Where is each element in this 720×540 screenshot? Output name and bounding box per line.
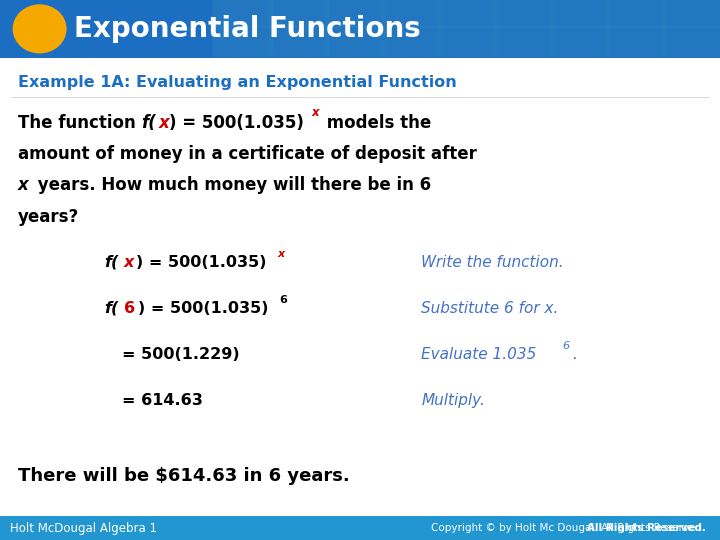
FancyBboxPatch shape <box>549 26 610 57</box>
FancyBboxPatch shape <box>381 26 441 57</box>
Text: Write the function.: Write the function. <box>421 255 564 270</box>
Text: 6: 6 <box>562 341 570 350</box>
FancyBboxPatch shape <box>662 0 720 28</box>
Text: Evaluate 1.035: Evaluate 1.035 <box>421 347 536 362</box>
Text: years. How much money will there be in 6: years. How much money will there be in 6 <box>32 176 431 194</box>
Text: All Rights Reserved.: All Rights Reserved. <box>460 523 706 533</box>
FancyBboxPatch shape <box>606 0 666 28</box>
Text: x: x <box>18 176 29 194</box>
FancyBboxPatch shape <box>269 26 329 57</box>
Text: Exponential Functions: Exponential Functions <box>74 15 421 43</box>
FancyBboxPatch shape <box>0 0 720 58</box>
FancyBboxPatch shape <box>493 26 554 57</box>
Text: ) = 500(1.035): ) = 500(1.035) <box>138 301 268 316</box>
FancyBboxPatch shape <box>493 0 554 28</box>
Text: x: x <box>158 113 169 132</box>
Text: The function: The function <box>18 113 142 132</box>
Text: Example 1A: Evaluating an Exponential Function: Example 1A: Evaluating an Exponential Fu… <box>18 75 456 90</box>
Ellipse shape <box>13 4 66 53</box>
FancyBboxPatch shape <box>437 0 498 28</box>
Text: 6: 6 <box>279 295 287 305</box>
Text: There will be $614.63 in 6 years.: There will be $614.63 in 6 years. <box>18 467 350 485</box>
FancyBboxPatch shape <box>212 26 273 57</box>
FancyBboxPatch shape <box>325 26 385 57</box>
Text: Copyright © by Holt Mc Dougal. All Rights Reserved.: Copyright © by Holt Mc Dougal. All Right… <box>431 523 706 533</box>
Text: = 614.63: = 614.63 <box>122 393 203 408</box>
FancyBboxPatch shape <box>662 26 720 57</box>
FancyBboxPatch shape <box>606 26 666 57</box>
Text: 6: 6 <box>124 301 135 316</box>
Text: ) = 500(1.035): ) = 500(1.035) <box>136 255 266 270</box>
FancyBboxPatch shape <box>381 0 441 28</box>
Text: f(: f( <box>104 255 119 270</box>
Text: amount of money in a certificate of deposit after: amount of money in a certificate of depo… <box>18 145 477 163</box>
FancyBboxPatch shape <box>269 0 329 28</box>
FancyBboxPatch shape <box>0 516 720 540</box>
Text: .: . <box>572 347 577 362</box>
Text: Multiply.: Multiply. <box>421 393 485 408</box>
Text: x: x <box>124 255 134 270</box>
FancyBboxPatch shape <box>437 26 498 57</box>
Text: years?: years? <box>18 207 79 226</box>
Text: Holt McDougal Algebra 1: Holt McDougal Algebra 1 <box>10 522 157 535</box>
Text: f(: f( <box>104 301 119 316</box>
Text: models the: models the <box>321 113 431 132</box>
Text: x: x <box>311 106 319 119</box>
FancyBboxPatch shape <box>549 0 610 28</box>
Text: Substitute 6 for x.: Substitute 6 for x. <box>421 301 559 316</box>
Text: ) = 500(1.035): ) = 500(1.035) <box>169 113 304 132</box>
Text: x: x <box>278 249 285 259</box>
Text: = 500(1.229): = 500(1.229) <box>122 347 240 362</box>
FancyBboxPatch shape <box>212 0 273 28</box>
FancyBboxPatch shape <box>325 0 385 28</box>
Text: f(: f( <box>141 113 156 132</box>
